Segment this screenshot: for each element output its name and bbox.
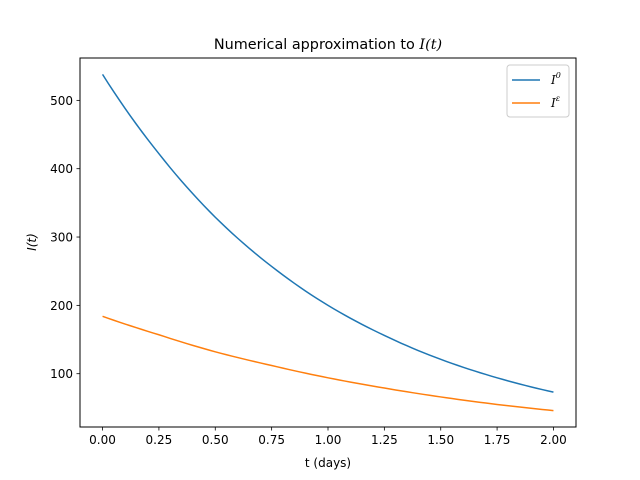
x-axis-label: t (days)	[305, 456, 351, 470]
legend-label-series-0: I0	[550, 71, 561, 87]
plot-area	[101, 73, 554, 412]
x-tick-label: 2.00	[540, 433, 567, 447]
x-tick-label: 0.50	[202, 433, 229, 447]
legend-label-series-1: Iε	[550, 94, 560, 110]
chart-title: Numerical approximation to I(t)	[214, 37, 442, 53]
x-tick-label: 1.50	[427, 433, 454, 447]
x-tick-label: 0.25	[146, 433, 173, 447]
x-tick-label: 1.25	[371, 433, 398, 447]
legend: I0 Iε	[506, 64, 570, 118]
series-line-1	[102, 315, 554, 412]
x-tick-label: 1.00	[315, 433, 342, 447]
y-tick-label: 300	[50, 231, 73, 245]
series-line-0	[101, 73, 554, 393]
x-axis-ticks: 0.00 0.25 0.50 0.75 1.00 1.25 1.50 1.75 2.00	[89, 427, 567, 447]
y-tick-label: 500	[50, 94, 73, 108]
x-tick-label: 1.75	[484, 433, 511, 447]
x-tick-label: 0.75	[258, 433, 285, 447]
x-tick-label: 0.00	[89, 433, 116, 447]
axes-frame	[79, 57, 577, 428]
y-axis-label: I(t)	[25, 233, 39, 251]
y-tick-label: 100	[50, 367, 73, 381]
legend-box	[506, 64, 570, 118]
y-tick-label: 400	[50, 162, 73, 176]
chart-title-math: I(t)	[418, 37, 442, 53]
y-axis-ticks: 100 200 300 400 500	[50, 94, 80, 381]
y-tick-label: 200	[50, 299, 73, 313]
